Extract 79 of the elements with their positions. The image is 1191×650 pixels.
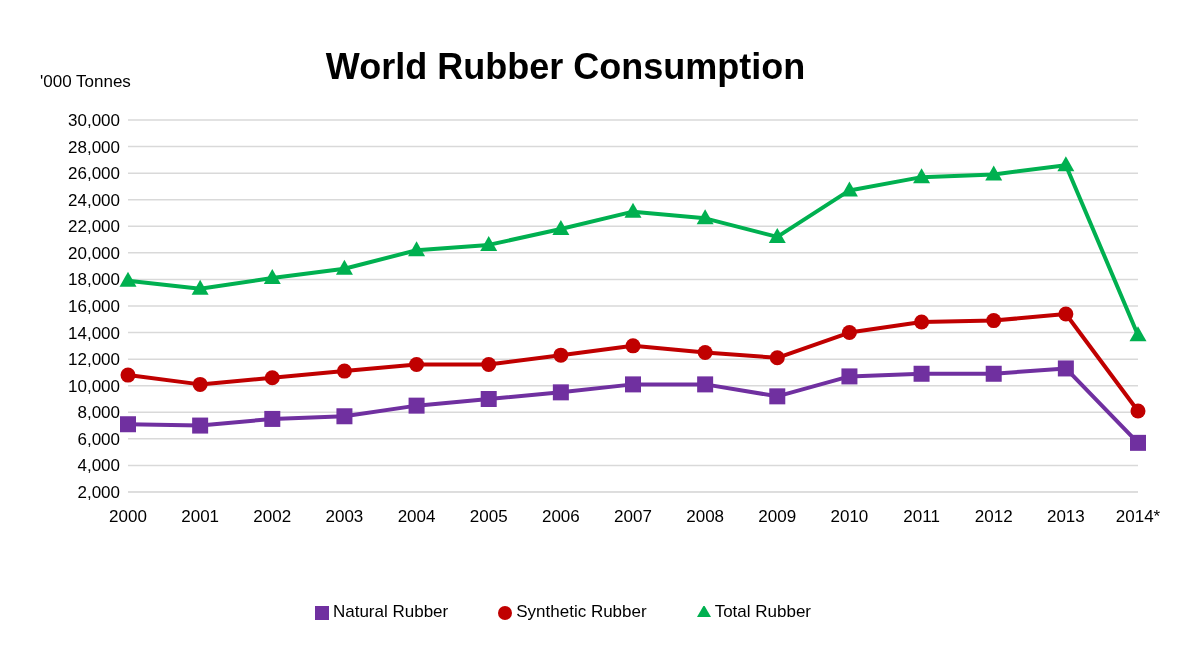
x-tick-label: 2011 — [903, 507, 940, 527]
x-tick-label: 2012 — [974, 507, 1013, 527]
x-tick-label: 2013 — [1046, 507, 1085, 527]
point — [985, 365, 1002, 382]
point — [552, 219, 570, 235]
point — [986, 313, 1002, 329]
y-tick-label: 6,000 — [77, 429, 120, 449]
point — [264, 370, 280, 386]
point — [552, 384, 569, 401]
point — [191, 279, 209, 295]
point — [264, 410, 281, 427]
point — [336, 408, 353, 425]
point — [192, 376, 208, 392]
point — [841, 368, 858, 385]
point — [625, 338, 641, 354]
point — [1057, 156, 1075, 172]
y-tick-label: 24,000 — [68, 190, 120, 210]
y-tick-label: 18,000 — [68, 270, 120, 290]
point — [697, 376, 714, 393]
x-tick-label: 2003 — [325, 507, 364, 527]
x-tick-label: 2007 — [614, 507, 652, 527]
x-tick-label: 2006 — [541, 507, 580, 527]
point — [480, 391, 497, 407]
point — [841, 325, 857, 341]
point — [913, 365, 930, 382]
y-tick-label: 12,000 — [68, 350, 120, 370]
x-tick-label: 2008 — [686, 507, 725, 527]
point — [913, 168, 931, 184]
y-tick-label: 2,000 — [77, 483, 120, 503]
y-tick-label: 14,000 — [68, 323, 120, 343]
point — [553, 347, 569, 363]
x-tick-label: 2005 — [469, 507, 508, 527]
y-tick-label: 22,000 — [68, 217, 120, 237]
point — [985, 165, 1003, 181]
x-tick-label: 2009 — [758, 507, 797, 527]
point — [769, 350, 785, 366]
x-tick-label: 2002 — [253, 507, 292, 527]
point — [481, 356, 497, 372]
point — [1130, 403, 1146, 419]
point — [696, 209, 714, 225]
point — [768, 227, 786, 243]
x-tick-label: 2001 — [181, 507, 220, 527]
chart-title: World Rubber Consumption — [325, 46, 806, 87]
point — [1129, 326, 1147, 342]
point — [409, 356, 425, 372]
point — [263, 269, 281, 285]
point — [120, 367, 136, 383]
point — [408, 397, 425, 414]
point — [119, 271, 137, 287]
point — [192, 417, 209, 434]
x-tick-label: 2010 — [830, 507, 869, 527]
point — [480, 235, 498, 251]
y-tick-label: 30,000 — [68, 111, 120, 131]
x-tick-label: 2004 — [397, 507, 436, 527]
point — [336, 363, 352, 379]
legend-label: Synthetic Rubber — [516, 602, 647, 621]
y-tick-label: 10,000 — [68, 376, 120, 396]
y-tick-label: 20,000 — [68, 243, 120, 263]
point — [408, 241, 426, 257]
x-tick-label: 2014* — [1115, 507, 1161, 527]
y-axis-title: '000 Tonnes — [40, 72, 131, 92]
y-tick-label: 16,000 — [68, 297, 120, 317]
y-tick-label: 26,000 — [68, 164, 120, 184]
point — [335, 259, 353, 275]
y-tick-label: 8,000 — [77, 403, 120, 423]
y-tick-label: 4,000 — [77, 456, 120, 476]
y-tick-label: 28,000 — [68, 137, 120, 157]
point — [914, 314, 930, 330]
point — [769, 388, 786, 405]
legend-label: Total Rubber — [714, 602, 812, 621]
point — [625, 376, 641, 393]
point — [624, 202, 642, 218]
point — [697, 345, 713, 360]
x-tick-label: 2000 — [109, 507, 147, 527]
legend-label: Natural Rubber — [332, 602, 449, 621]
point — [1130, 434, 1146, 451]
point — [1057, 360, 1074, 377]
point — [120, 416, 136, 433]
point — [1058, 306, 1074, 322]
